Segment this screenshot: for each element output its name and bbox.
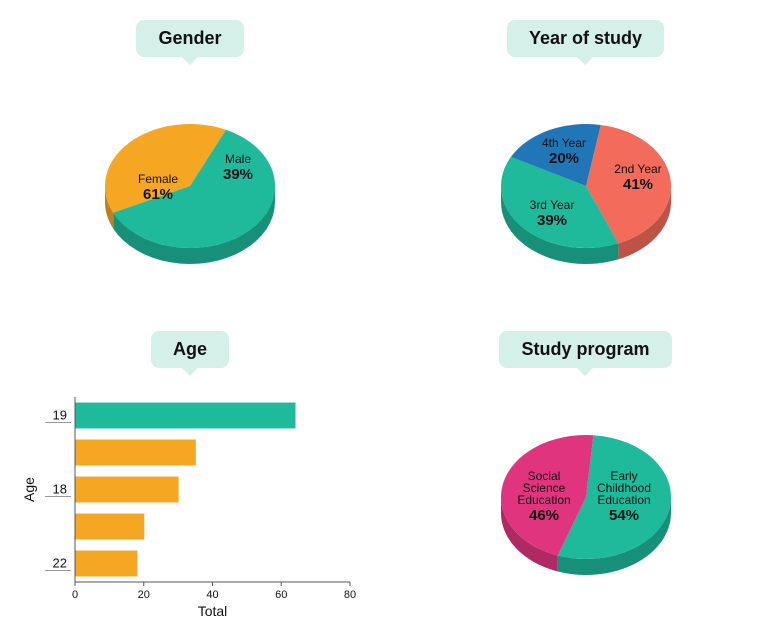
svg-text:39%: 39% xyxy=(223,166,253,183)
year-title: Year of study xyxy=(507,20,664,57)
program-panel: Study program EarlyChildhoodEducation54%… xyxy=(420,331,751,622)
svg-text:Age: Age xyxy=(21,477,37,502)
svg-text:22: 22 xyxy=(53,556,67,571)
svg-text:4th Year: 4th Year xyxy=(541,136,585,150)
svg-text:2nd Year: 2nd Year xyxy=(614,162,661,176)
svg-text:20%: 20% xyxy=(548,150,578,167)
svg-text:Male: Male xyxy=(225,152,251,166)
svg-text:80: 80 xyxy=(344,589,356,601)
svg-text:20: 20 xyxy=(138,589,150,601)
svg-text:Education: Education xyxy=(517,493,570,507)
svg-text:Female: Female xyxy=(138,172,178,186)
svg-text:18: 18 xyxy=(53,482,67,497)
svg-text:3rd Year: 3rd Year xyxy=(529,198,574,212)
svg-text:39%: 39% xyxy=(536,212,566,229)
svg-text:41%: 41% xyxy=(622,176,652,193)
gender-chart: Female61% Male39% xyxy=(20,71,360,311)
age-chart: 0 20 40 60 80 19 18 22 Total Age xyxy=(20,382,360,622)
svg-text:40: 40 xyxy=(206,589,218,601)
svg-text:Education: Education xyxy=(597,493,650,507)
program-title: Study program xyxy=(499,331,671,368)
svg-text:Total: Total xyxy=(198,603,228,617)
gender-panel: Gender Female61% Male39% xyxy=(20,20,360,311)
svg-text:54%: 54% xyxy=(608,507,638,524)
year-chart: 2nd Year41% 3rd Year39% 4th Year20% xyxy=(420,71,751,311)
svg-text:61%: 61% xyxy=(143,186,173,203)
age-title: Age xyxy=(151,331,229,368)
age-panel: Age 0 20 40 60 80 19 18 22 Total Age xyxy=(20,331,360,622)
gender-title: Gender xyxy=(136,20,243,57)
svg-text:19: 19 xyxy=(53,408,67,423)
svg-text:0: 0 xyxy=(72,589,78,601)
chart-grid: Gender Female61%Male39% Year of study 2n… xyxy=(20,20,751,622)
program-chart: EarlyChildhoodEducation54%SocialScienceE… xyxy=(420,382,751,622)
svg-text:46%: 46% xyxy=(528,507,558,524)
year-panel: Year of study 2nd Year41% 3rd Year39% 4th … xyxy=(420,20,751,311)
svg-text:60: 60 xyxy=(275,589,287,601)
